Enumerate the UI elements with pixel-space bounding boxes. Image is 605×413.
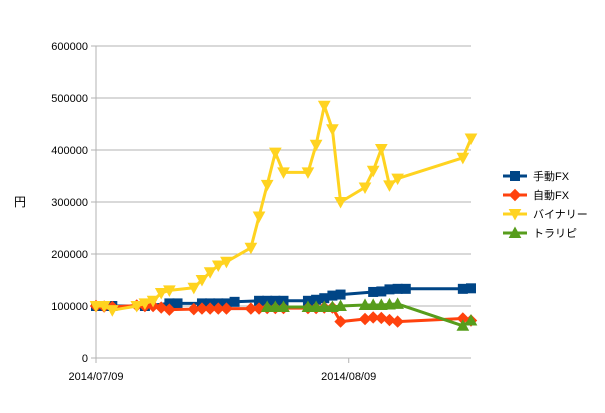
series-2-point-2 [105, 305, 119, 317]
series-1-point-22 [334, 315, 347, 328]
series-2-point-23 [358, 182, 372, 194]
legend-label-0: 手動FX [533, 169, 570, 183]
series-2-point-9 [195, 275, 209, 287]
legend-label-2: バイナリー [533, 208, 588, 221]
series-0-point-21 [376, 286, 387, 297]
legend-item-3: トラリピ [503, 226, 577, 240]
series-2 [89, 100, 478, 317]
y-tick-label-1: 100000 [51, 301, 88, 313]
y-tick-label-5: 500000 [51, 93, 88, 105]
series-0-point-10 [229, 296, 240, 307]
y-tick-label-3: 300000 [51, 197, 88, 209]
legend-swatch-marker-3 [508, 226, 522, 238]
x-tick-labels: 2014/07/09 2014/08/09 [68, 358, 376, 383]
series-2-point-28 [456, 152, 470, 165]
series-2-point-24 [366, 165, 380, 178]
series-3-point-4 [309, 300, 323, 313]
series-3-point-5 [317, 300, 331, 313]
y-tick-label-2: 200000 [51, 249, 88, 261]
series-3-point-1 [269, 300, 282, 313]
series-1-point-26 [383, 313, 396, 327]
series-0-point-18 [327, 290, 338, 301]
y-axis-title: 円 [14, 195, 26, 209]
series-2-point-8 [187, 282, 201, 295]
series-3-point-12 [391, 297, 404, 309]
legend-item-1: 自動FX [503, 188, 570, 202]
series-2-point-4 [138, 298, 152, 310]
x-tick-label-0: 2014/07/09 [68, 371, 123, 383]
legend-swatch-marker-2 [508, 209, 522, 221]
series-0-point-19 [335, 289, 346, 300]
y-tick-label-0: 0 [82, 353, 88, 365]
y-tick-label-4: 400000 [51, 145, 88, 157]
series-0-point-23 [392, 283, 403, 294]
series-2-point-0 [89, 301, 103, 313]
series-2-point-6 [154, 288, 168, 300]
series-2-point-15 [260, 179, 274, 192]
series-1-point-7 [163, 303, 176, 316]
series-2-point-5 [146, 295, 160, 308]
series-2-point-16 [269, 147, 282, 160]
series-3-point-11 [383, 297, 396, 310]
y-tick-label-6: 600000 [51, 41, 88, 53]
series-2-point-25 [374, 143, 388, 156]
series-2-point-3 [130, 301, 144, 313]
series-0-point-22 [384, 284, 395, 295]
series-1-point-24 [366, 311, 380, 324]
series-0-point-5 [172, 298, 183, 309]
series-3-point-3 [301, 300, 315, 313]
series-2-point-22 [334, 197, 347, 209]
series-3-point-14 [464, 314, 478, 326]
legend-label-3: トラリピ [533, 227, 577, 240]
series-2-point-12 [220, 256, 233, 269]
series-2-point-19 [309, 139, 323, 152]
series-2-point-13 [244, 242, 258, 255]
series-2-line [96, 104, 473, 312]
series-2-point-29 [464, 133, 478, 146]
series-2-point-18 [301, 167, 315, 179]
series-0-point-20 [368, 286, 379, 297]
y-tick-labels: 0 100000 200000 300000 400000 500000 600000 [51, 41, 88, 365]
series-2-point-17 [277, 167, 290, 179]
legend-label-1: 自動FX [533, 188, 570, 202]
series-2-point-10 [203, 267, 217, 279]
series-1-point-13 [244, 302, 258, 315]
series-1-point-9 [195, 302, 209, 315]
series-0-point-26 [466, 283, 476, 294]
series-2-point-20 [317, 100, 331, 113]
series-0-point-24 [400, 283, 411, 294]
legend-swatch-marker-1 [508, 188, 522, 202]
series-3-point-2 [277, 300, 290, 313]
series [89, 100, 478, 331]
series-3-point-10 [374, 298, 388, 310]
series-0-point-25 [457, 283, 468, 294]
series-3-point-6 [326, 300, 339, 313]
series-2-point-27 [391, 173, 404, 186]
series-3-point-0 [260, 300, 274, 313]
legend-item-0: 手動FX [503, 169, 570, 183]
series-3 [260, 297, 478, 331]
series-2-point-11 [211, 260, 225, 272]
series-2-point-7 [163, 285, 176, 297]
series-3-point-9 [366, 298, 380, 310]
series-1-point-12 [220, 302, 233, 315]
series-3-point-8 [358, 298, 372, 310]
series-1-point-11 [212, 302, 225, 315]
x-tick-label-1: 2014/08/09 [321, 371, 376, 383]
series-2-point-21 [326, 124, 339, 136]
series-3-point-7 [334, 299, 347, 311]
series-2-point-26 [383, 180, 396, 192]
series-2-point-14 [252, 211, 266, 224]
series-1-point-27 [391, 315, 404, 328]
legend-item-2: バイナリー [503, 208, 588, 221]
legend-swatch-marker-0 [510, 171, 520, 181]
series-1-point-10 [203, 302, 217, 315]
